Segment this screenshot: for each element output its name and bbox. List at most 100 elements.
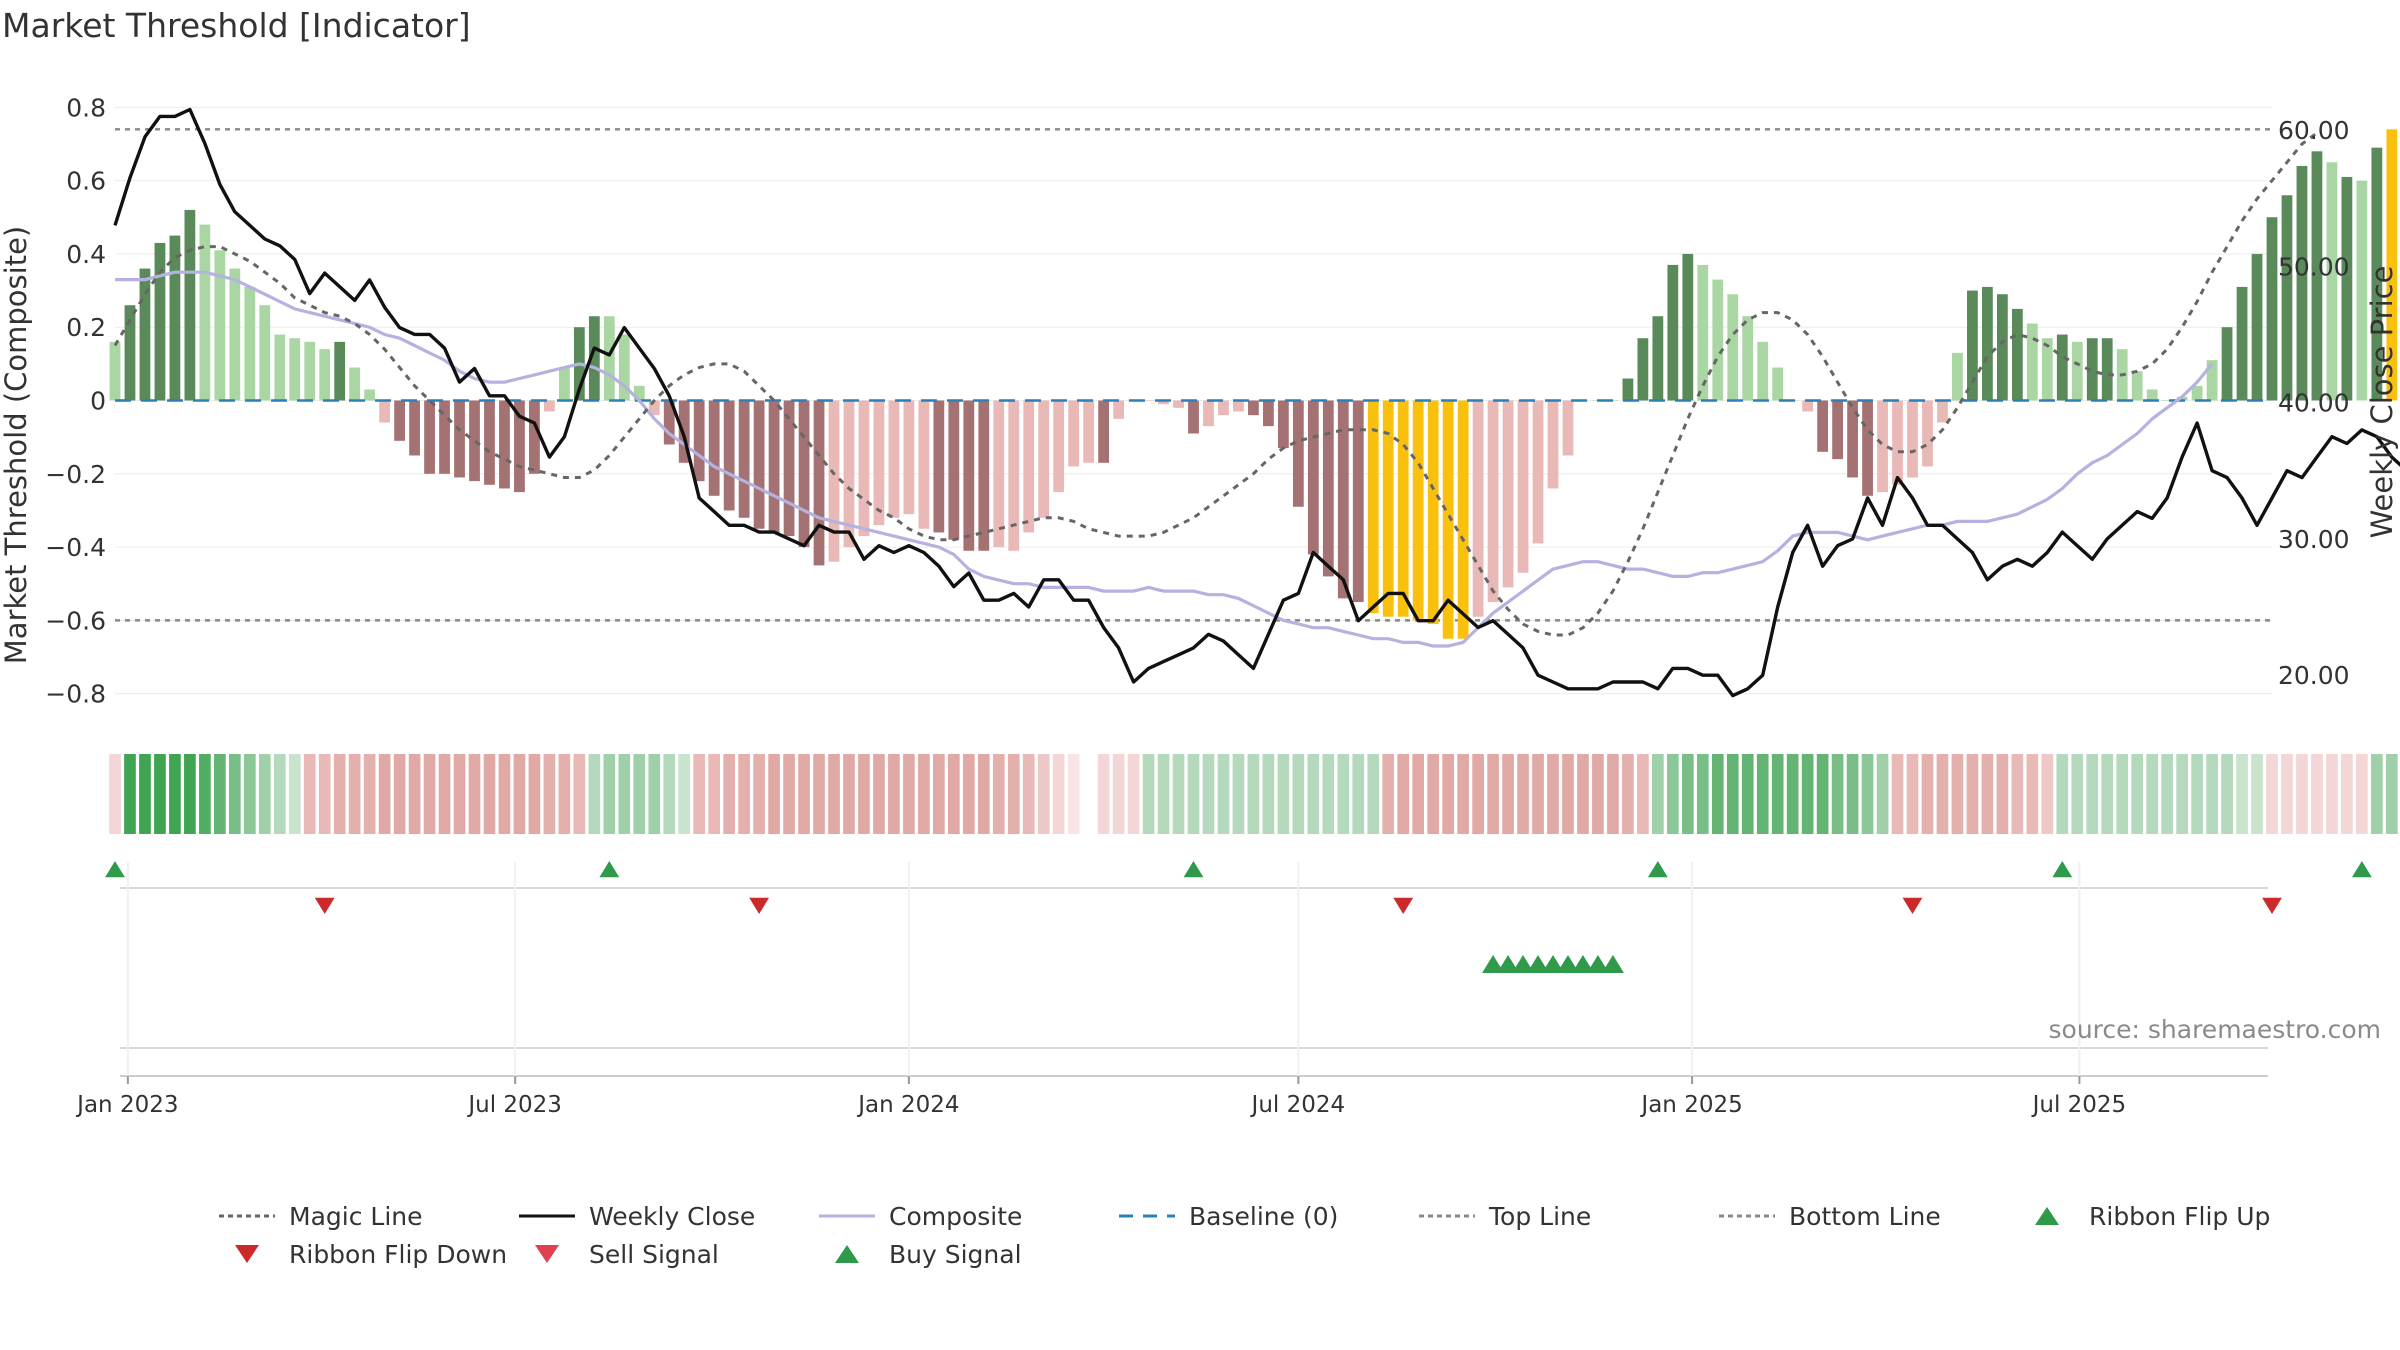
ribbon-cell xyxy=(977,754,990,834)
ribbon-cell xyxy=(828,754,840,834)
ribbon-cell xyxy=(2056,754,2069,834)
legend-label: Weekly Close xyxy=(589,1201,756,1231)
composite-bar xyxy=(1892,400,1903,485)
composite-bar xyxy=(469,400,480,482)
legend-label: Magic Line xyxy=(289,1201,423,1231)
y-tick-label: 0.6 xyxy=(66,167,106,196)
ribbon-cell xyxy=(1756,754,1769,834)
solid-line-icon xyxy=(819,1214,875,1218)
legend-item: Magic Line xyxy=(215,1200,515,1232)
ribbon-cell xyxy=(393,754,406,834)
ribbon-cell xyxy=(693,754,706,834)
ribbon-cell xyxy=(288,754,301,834)
composite-bar xyxy=(2386,129,2398,401)
y-axis-left: 0.8 0.6 0.4 0.2 0 −0.2 −0.4 −0.6 −0.8 xyxy=(45,93,106,708)
ribbon-cell xyxy=(1532,754,1544,834)
composite-bar xyxy=(1967,290,1978,401)
composite-bar xyxy=(1158,400,1169,405)
composite-bar xyxy=(618,334,630,401)
ribbon-cell xyxy=(588,754,601,834)
composite-bar xyxy=(229,268,241,401)
x-tick-label: Jul 2025 xyxy=(2031,1092,2127,1118)
ribbon-cell xyxy=(2101,754,2114,834)
ribbon-cell xyxy=(243,754,256,834)
ribbon-cell xyxy=(2356,754,2368,834)
ribbon-cell xyxy=(723,754,735,834)
ribbon-cell xyxy=(363,754,376,834)
ribbon-cell xyxy=(228,754,241,834)
ribbon-cell xyxy=(2326,754,2338,834)
composite-bar xyxy=(963,400,975,551)
ribbon-cell xyxy=(1247,754,1260,834)
dotted-line-icon xyxy=(219,1214,275,1218)
ribbon-cell xyxy=(1771,754,1784,834)
y-tick-label: 0.2 xyxy=(66,313,106,342)
ribbon-cell xyxy=(1547,754,1559,834)
y-tick-label: −0.2 xyxy=(45,460,106,489)
composite-bar xyxy=(529,400,540,474)
ribbon-cell xyxy=(1831,754,1844,834)
composite-bar xyxy=(2326,162,2338,401)
legend: Magic Line Weekly Close Composite Baseline … xyxy=(215,1200,2375,1270)
composite-bar xyxy=(1547,400,1559,489)
ribbon-cell xyxy=(1666,754,1679,834)
dotted-line-icon xyxy=(1719,1214,1775,1218)
composite-bar xyxy=(1817,400,1829,452)
ribbon-cell xyxy=(753,754,765,834)
ribbon-cell xyxy=(1711,754,1724,834)
weekly-close-line xyxy=(113,107,2400,698)
composite-bar xyxy=(1502,400,1514,588)
ribbon-cell xyxy=(1262,754,1275,834)
composite-bar xyxy=(1008,400,1020,551)
ribbon-cell xyxy=(1322,754,1335,834)
ribbon-cell xyxy=(962,754,975,834)
composite-bar xyxy=(2341,176,2353,401)
composite-bar xyxy=(588,316,600,401)
x-axis: Jan 2023 Jul 2023 Jan 2024 Jul 2024 Jan 2025… xyxy=(75,1076,2126,1118)
composite-bar xyxy=(1727,294,1739,401)
ribbon-cell xyxy=(1442,754,1454,834)
gridlines xyxy=(115,106,2272,695)
legend-label: Buy Signal xyxy=(889,1239,1022,1269)
ribbon-cell xyxy=(678,754,691,834)
y-axis-label-right: Weekly Close Price xyxy=(2365,266,2399,539)
ribbon-flip-up-marker xyxy=(599,861,620,878)
composite-bar xyxy=(783,400,795,537)
ribbon-cell xyxy=(2161,754,2173,834)
composite-bar xyxy=(1397,400,1409,617)
composite-bar xyxy=(1532,400,1544,544)
composite-bar xyxy=(2236,286,2248,401)
ribbon-cell xyxy=(1352,754,1365,834)
ribbon-cell xyxy=(708,754,721,834)
composite-bar xyxy=(379,400,391,423)
buy-signal-marker xyxy=(1512,955,1535,973)
ribbon-cell xyxy=(2266,754,2278,834)
ribbon-cell xyxy=(2131,754,2144,834)
ribbon-cell xyxy=(1397,754,1410,834)
ribbon-cell xyxy=(139,754,151,834)
legend-item: Buy Signal xyxy=(815,1238,1115,1270)
y-tick-label: −0.8 xyxy=(45,680,106,709)
ribbon-cell xyxy=(2236,754,2248,834)
legend-label: Sell Signal xyxy=(589,1239,719,1269)
ribbon-cell xyxy=(1337,754,1350,834)
ribbon-cell xyxy=(423,754,436,834)
composite-bar xyxy=(394,400,405,441)
ribbon-cell xyxy=(2296,754,2308,834)
ribbon-cell xyxy=(273,754,286,834)
legend-label: Ribbon Flip Up xyxy=(2089,1201,2271,1231)
ribbon-cell xyxy=(199,754,211,834)
buy-signal-marker xyxy=(1527,955,1550,973)
magic-line xyxy=(113,131,2318,637)
ribbon-cell xyxy=(738,754,750,834)
composite-bar xyxy=(184,209,196,401)
ribbon-cell xyxy=(303,754,316,834)
composite-bar xyxy=(349,367,361,401)
ribbon-cell xyxy=(408,754,421,834)
composite-bar xyxy=(1083,400,1095,463)
composite-bar xyxy=(1188,400,1199,434)
composite-bar xyxy=(1068,400,1080,467)
composite-bar xyxy=(1637,338,1649,401)
ribbon-cell xyxy=(1681,754,1694,834)
ribbon-cell xyxy=(2385,754,2398,834)
